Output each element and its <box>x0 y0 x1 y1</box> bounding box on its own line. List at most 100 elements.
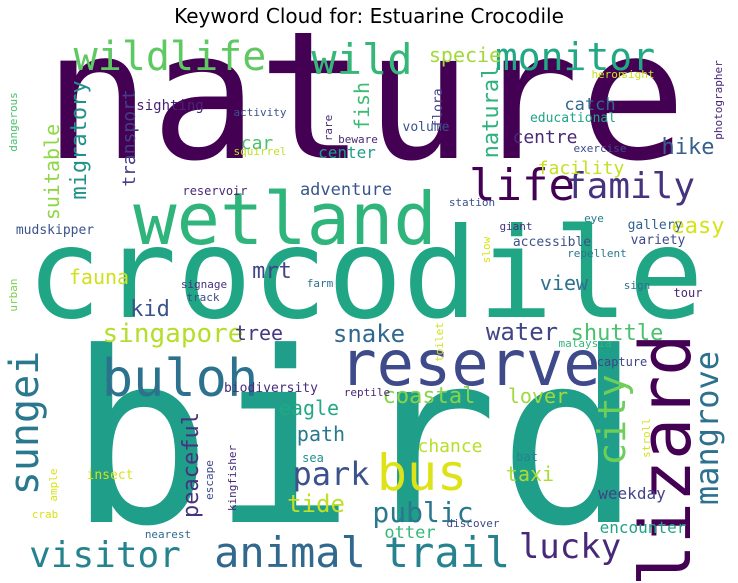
word-center: center <box>318 143 376 162</box>
word-bus: bus <box>377 444 467 502</box>
word-kid: kid <box>130 297 170 322</box>
word-crab: crab <box>32 508 59 521</box>
word-sign: sign <box>624 279 651 292</box>
word-exercise: exercise <box>574 142 627 155</box>
word-accessible: accessible <box>513 235 591 250</box>
word-sight: sight <box>621 68 654 81</box>
word-encounter: encounter <box>600 518 687 537</box>
word-kingfisher: kingfisher <box>226 445 239 512</box>
word-giant: giant <box>499 220 532 233</box>
word-sungei: sungei <box>2 351 48 496</box>
word-ample: ample <box>47 468 60 501</box>
word-station: station <box>449 196 495 209</box>
word-reptile: reptile <box>344 386 390 399</box>
word-malaysia: malaysia <box>559 337 612 350</box>
word-family: family <box>565 166 695 207</box>
word-activity: activity <box>234 106 287 119</box>
word-city: city <box>590 374 634 466</box>
word-wildlife: wildlife <box>74 34 267 80</box>
word-variety: variety <box>631 233 686 248</box>
word-nature: nature <box>44 0 687 200</box>
word-stroll: stroll <box>640 418 653 458</box>
word-signage: signage <box>181 278 227 291</box>
word-track: track <box>186 291 219 304</box>
word-tide: tide <box>287 490 345 518</box>
word-hike: hike <box>662 135 715 160</box>
word-fauna: fauna <box>69 265 129 289</box>
word-reservoir: reservoir <box>182 184 247 198</box>
word-insect: insect <box>87 468 134 483</box>
word-sighting: sighting <box>136 98 203 114</box>
word-dangerous: dangerous <box>7 92 20 152</box>
word-centre: centre <box>512 127 577 148</box>
word-lucky: lucky <box>519 527 621 567</box>
word-farm: farm <box>307 277 334 290</box>
word-shuttle: shuttle <box>571 321 664 346</box>
word-water: water <box>486 318 558 346</box>
word-volume: volume <box>403 120 450 135</box>
word-singapore: singapore <box>103 319 244 349</box>
word-repellent: repellent <box>567 247 627 260</box>
word-biodiversity: biodiversity <box>224 381 318 396</box>
chart-title: Keyword Cloud for: Estuarine Crocodile <box>174 4 564 28</box>
word-otter: otter <box>384 523 435 543</box>
word-gallery: gallery <box>628 218 683 233</box>
word-chance: chance <box>417 436 482 457</box>
word-discover: discover <box>447 517 500 530</box>
word-mangrove: mangrove <box>688 351 726 505</box>
word-beware: beware <box>338 133 378 146</box>
word-wild: wild <box>311 35 412 84</box>
word-rare: rare <box>322 115 335 142</box>
word-squirrel: squirrel <box>234 145 287 158</box>
word-natural: natural <box>479 66 504 159</box>
word-path: path <box>297 422 345 446</box>
word-migratory: migratory <box>67 80 92 199</box>
word-educational: educational <box>530 111 616 126</box>
word-photographer: photographer <box>712 60 725 140</box>
word-tree: tree <box>235 321 283 345</box>
word-nearest: nearest <box>145 528 191 541</box>
word-crocodile: crocodile <box>26 202 703 347</box>
word-fish: fish <box>350 82 374 130</box>
word-car: car <box>241 133 274 154</box>
word-heron: heron <box>591 68 624 81</box>
word-sea: sea <box>302 451 324 465</box>
word-transport: transport <box>119 89 140 187</box>
word-flora: flora <box>431 88 446 127</box>
word-suitable: suitable <box>40 124 64 220</box>
word-trail: trail <box>384 528 510 577</box>
word-buloh: buloh <box>102 349 259 409</box>
word-snake: snake <box>333 320 405 348</box>
word-capture: capture <box>597 355 648 369</box>
word-facility: facility <box>538 158 625 179</box>
word-adventure: adventure <box>300 180 392 200</box>
word-visitor: visitor <box>29 535 181 576</box>
word-catch: catch <box>564 95 615 115</box>
word-life: life <box>469 160 575 211</box>
word-tour: tour <box>674 286 703 300</box>
word-specie: specie <box>429 43 501 67</box>
word-wetland: wetland <box>133 177 436 261</box>
word-bird: bird <box>68 302 641 579</box>
word-weekday: weekday <box>598 484 666 503</box>
word-urban: urban <box>7 278 20 311</box>
word-slow: slow <box>480 236 493 263</box>
word-lizard: lizard <box>625 334 707 583</box>
word-taxi: taxi <box>506 462 554 486</box>
word-bat: bat <box>516 450 538 464</box>
word-reserve: reserve <box>339 327 600 400</box>
word-public: public <box>372 496 473 529</box>
word-coastal: coastal <box>383 384 476 409</box>
word-animal: animal <box>214 528 366 577</box>
word-peaceful: peaceful <box>179 412 204 518</box>
word-mudskipper: mudskipper <box>16 223 94 238</box>
word-monitor: monitor <box>495 35 655 79</box>
word-mrt: mrt <box>252 259 292 284</box>
word-eagle: eagle <box>279 396 339 420</box>
word-park: park <box>292 455 369 493</box>
word-eye: eye <box>584 212 604 225</box>
word-escape: escape <box>203 460 216 500</box>
word-toilet: toilet <box>433 322 446 362</box>
word-lover: lover <box>508 384 568 408</box>
